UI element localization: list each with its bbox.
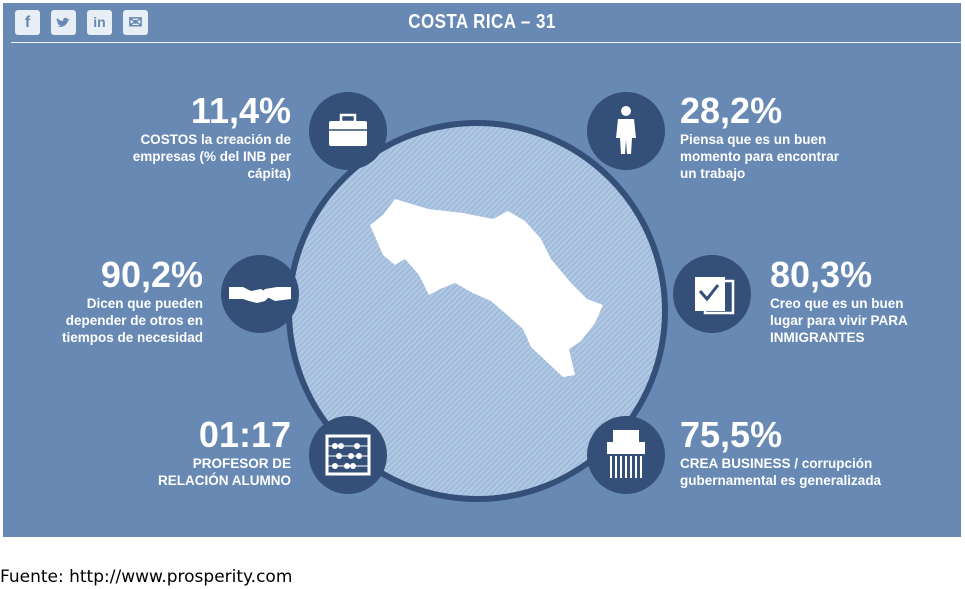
stat-desc-line: CREA BUSINESS / corrupción xyxy=(680,456,873,471)
stat-desc-line: Dicen que pueden xyxy=(86,296,203,311)
stat-immigrants: 80,3% Creo que es un buen lugar para viv… xyxy=(770,257,955,346)
header-divider xyxy=(11,42,961,43)
stat-value: 11,4% xyxy=(190,90,291,131)
stat-value: 28,2% xyxy=(680,90,783,131)
stat-corruption: 75,5% CREA BUSINESS / corrupción guberna… xyxy=(680,417,940,489)
briefcase-icon xyxy=(309,92,387,170)
businessman-icon xyxy=(587,92,665,170)
source-caption: Fuente: http://www.prosperity.com xyxy=(0,567,293,587)
stat-depend-others: 90,2% Dicen que pueden depender de otros… xyxy=(3,257,203,346)
email-icon[interactable]: ✉ xyxy=(123,10,148,35)
twitter-icon[interactable] xyxy=(51,10,76,35)
passport-icon xyxy=(673,255,751,333)
stat-value: 75,5% xyxy=(680,414,783,455)
top-bar: f in ✉ COSTA RICA – 31 xyxy=(3,3,961,41)
stat-desc-line: tiempos de necesidad xyxy=(61,330,203,345)
stat-desc-line: PROFESOR DE xyxy=(192,456,291,471)
infographic-panel: f in ✉ COSTA RICA – 31 11,4% COSTOS la c… xyxy=(3,3,961,537)
stat-desc-line: momento para encontrar xyxy=(680,149,840,164)
facebook-icon[interactable]: f xyxy=(15,10,40,35)
stat-desc-line: Piensa que es un buen xyxy=(680,132,827,147)
stat-desc-line: gubernamental es generalizada xyxy=(680,473,882,488)
stat-desc-line: un trabajo xyxy=(680,166,746,181)
stat-value: 01:17 xyxy=(198,414,291,455)
costa-rica-map xyxy=(370,199,603,377)
stat-value: 80,3% xyxy=(770,254,873,295)
stat-desc-line: Creo que es un buen xyxy=(770,296,904,311)
stat-value: 90,2% xyxy=(100,254,203,295)
handshake-icon xyxy=(221,255,299,333)
stat-job-moment: 28,2% Piensa que es un buen momento para… xyxy=(680,93,910,182)
stat-desc-line: COSTOS la creación de xyxy=(140,132,291,147)
stat-teacher-ratio: 01:17 PROFESOR DE RELACIÓN ALUMNO xyxy=(91,417,291,489)
stat-desc-line: INMIGRANTES xyxy=(770,330,865,345)
page-title: COSTA RICA – 31 xyxy=(408,11,556,33)
stat-desc-line: cápita) xyxy=(247,166,291,181)
linkedin-icon[interactable]: in xyxy=(87,10,112,35)
shredder-icon xyxy=(587,416,665,494)
stat-desc-line: lugar para vivir PARA xyxy=(770,313,908,328)
stat-desc-line: empresas (% del INB per xyxy=(132,149,291,164)
stat-startup-cost: 11,4% COSTOS la creación de empresas (% … xyxy=(91,93,291,182)
stat-desc-line: depender de otros en xyxy=(65,313,203,328)
abacus-icon xyxy=(309,416,387,494)
stat-desc-line: RELACIÓN ALUMNO xyxy=(158,473,291,488)
